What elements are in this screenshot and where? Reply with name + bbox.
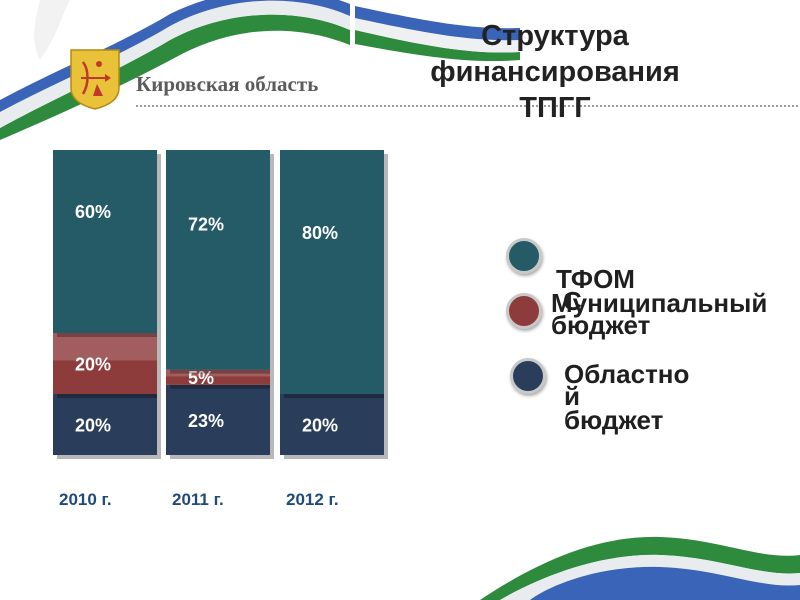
footer-ribbon [480, 536, 800, 600]
bar-segment-municipal-0 [53, 333, 157, 394]
header-ribbon [0, 0, 520, 140]
bar-label-oblast-0: 20% [75, 416, 111, 436]
bar-highlight-0 [53, 333, 157, 361]
legend-label-tfoms: ТФОМ С [556, 264, 666, 316]
category-label-0: 2010 г. [59, 490, 112, 509]
header-divider [136, 105, 798, 107]
title-line-1: Структура [481, 20, 629, 52]
legend-label-oblast-line-3: бюджет [564, 405, 664, 435]
teal-circle-icon [506, 238, 542, 274]
bar-segment-oblast-0 [53, 394, 157, 455]
page-title: Структура финансирования ТПГГ [405, 18, 705, 126]
bar-label-oblast-2: 20% [302, 416, 338, 436]
bar-segment-tfoms-0 [53, 150, 157, 333]
bar-label-municipal-1: 5% [188, 368, 214, 388]
legend-label-municipal-line-2: бюджет [551, 310, 651, 340]
legend-label-municipal: Муниципальный бюджет [551, 288, 796, 340]
bar-label-oblast-1: 23% [188, 411, 224, 431]
bar-label-tfoms-1: 72% [188, 215, 224, 235]
legend-label-tfoms-line-2: С [563, 286, 582, 316]
legend-label-tfoms-line-1: ТФОМ [556, 264, 635, 294]
legend-label-municipal-line-1: Муниципальный [551, 288, 768, 318]
bar-label-tfoms-0: 60% [75, 202, 111, 222]
navy-circle-icon [510, 358, 546, 394]
coat-of-arms-icon [70, 49, 120, 110]
bar-segment-oblast-1 [166, 384, 270, 455]
category-label-1: 2011 г. [172, 490, 224, 509]
category-label-2: 2012 г. [286, 490, 339, 509]
bar-segment-tfoms-2 [280, 150, 384, 394]
bar-segment-municipal-1 [166, 369, 270, 385]
bar-label-municipal-0: 20% [75, 355, 111, 375]
bar-highlight-1 [166, 369, 270, 377]
legend-label-oblast-line-1: Областно [564, 359, 690, 389]
legend-label-oblast-line-2: й [564, 381, 580, 411]
title-line-2: финансирования ТПГГ [430, 56, 680, 124]
legend-label-oblast: Областно й бюджет [564, 359, 724, 435]
region-name: Кировская область [136, 72, 319, 96]
bar-segment-tfoms-1 [166, 150, 270, 370]
bar-segment-oblast-2 [280, 394, 384, 455]
red-circle-icon [506, 293, 542, 329]
bar-label-tfoms-2: 80% [302, 223, 338, 243]
